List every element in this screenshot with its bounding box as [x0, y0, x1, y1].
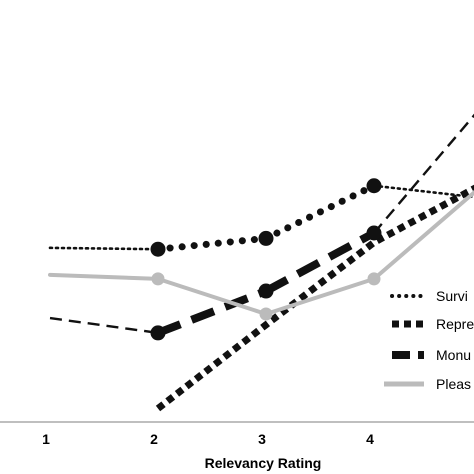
x-axis: 1 2 3 4: [42, 431, 374, 447]
x-tick-label: 3: [258, 431, 266, 447]
series-2-point: [258, 283, 274, 299]
series-2-segment: [49, 316, 159, 335]
series-3-point: [151, 272, 165, 286]
plot-area: [48, 113, 474, 412]
legend-label: Pleas: [436, 376, 471, 392]
x-tick-label: 4: [366, 431, 374, 447]
series-3-point: [259, 307, 273, 321]
series-0-point: [258, 230, 274, 246]
series-2-segment: [373, 113, 474, 234]
x-tick-label: 2: [150, 431, 158, 447]
series-0-segment: [48, 246, 160, 251]
series-0-segment: [372, 184, 474, 199]
x-tick-label: 1: [42, 431, 50, 447]
series-2-segment: [156, 287, 268, 337]
legend-label: Survi: [436, 288, 468, 304]
series-0-point: [366, 178, 382, 194]
legend-label: Repre: [436, 316, 474, 332]
series-2-point: [366, 225, 382, 241]
series-2-segment: [264, 229, 376, 295]
series-0-point: [150, 241, 166, 257]
legend: Survi Repre Monu Pleas: [384, 288, 474, 392]
series-0-segment: [262, 182, 378, 242]
series-0-segment: [154, 234, 270, 253]
series-2-point: [150, 325, 166, 341]
x-axis-label: Relevancy Rating: [205, 455, 322, 471]
series-3-point: [367, 272, 381, 286]
legend-label: Monu: [436, 347, 471, 363]
series-1-line: [155, 184, 474, 412]
